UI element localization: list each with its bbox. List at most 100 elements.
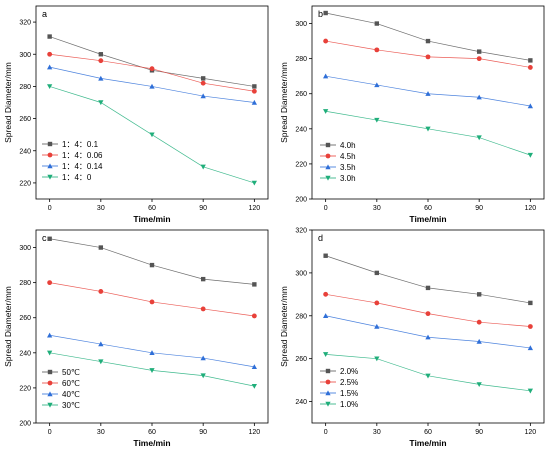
- data-point: [374, 47, 380, 53]
- data-point: [251, 88, 257, 94]
- data-point: [251, 313, 257, 319]
- series-line: [325, 315, 531, 349]
- data-point: [374, 323, 380, 329]
- y-tick-label: 260: [295, 356, 307, 363]
- data-point: [476, 338, 482, 344]
- x-tick-label: 30: [373, 429, 381, 436]
- x-tick-label: 30: [97, 429, 105, 436]
- data-point: [374, 82, 380, 88]
- chart-panel-a: a 0 30 60 90 120 220 240 260 280 300 320 Time/min Spr…: [3, 5, 269, 224]
- data-point: [528, 300, 533, 306]
- data-point: [476, 56, 482, 62]
- x-axis-label: Time/min: [133, 214, 170, 224]
- series-line: [325, 110, 531, 156]
- y-tick-label: 280: [19, 84, 31, 91]
- data-point: [47, 280, 53, 286]
- series-line: [325, 40, 531, 68]
- series-line: [49, 36, 255, 87]
- series-line: [325, 293, 531, 327]
- data-point: [252, 84, 257, 89]
- x-tick-label: 90: [199, 429, 207, 436]
- y-axis-label: Spread Diameter/mm: [279, 286, 289, 367]
- legend-label: 50℃: [62, 368, 80, 377]
- data-point: [476, 382, 482, 388]
- legend-marker: [325, 153, 331, 159]
- data-point: [252, 282, 257, 287]
- series-0: [323, 253, 533, 306]
- legend-label: 3.0h: [340, 174, 356, 183]
- legend-label: 4.0h: [340, 141, 356, 150]
- data-point: [425, 54, 431, 60]
- legend-marker: [47, 174, 53, 180]
- data-point: [98, 52, 104, 57]
- x-tick-label: 120: [525, 205, 537, 212]
- data-point: [200, 80, 206, 86]
- data-point: [425, 311, 431, 317]
- legend-label: 4.5h: [340, 152, 356, 161]
- data-point: [425, 38, 431, 44]
- legend-marker: [47, 152, 53, 158]
- legend-label: 1：4：0.06: [62, 151, 103, 160]
- x-tick-label: 30: [97, 205, 105, 212]
- data-point: [374, 270, 380, 276]
- y-tick-label: 240: [295, 399, 307, 406]
- y-tick-label: 300: [19, 52, 31, 59]
- data-point: [323, 10, 328, 16]
- legend: 1：4：0.1 1：4：0.06 1：4：0.14 1：4：0: [42, 140, 103, 182]
- legend-marker: [325, 379, 331, 385]
- panel-label: c: [42, 233, 47, 243]
- data-point: [323, 313, 329, 318]
- data-point: [200, 93, 206, 99]
- x-tick-label: 120: [525, 429, 537, 436]
- data-point: [323, 352, 329, 358]
- panel-label: d: [318, 233, 323, 243]
- series-1: [47, 280, 257, 319]
- chart-panel-b: b 0 30 60 90 120 200 220 240 260 280 300 Time/min Spr…: [279, 5, 545, 224]
- data-point: [527, 152, 533, 158]
- x-tick-label: 60: [148, 429, 156, 436]
- series-line: [325, 12, 531, 61]
- data-point: [200, 76, 206, 81]
- data-point: [149, 132, 155, 138]
- data-point: [527, 324, 533, 329]
- data-point: [98, 359, 104, 365]
- y-tick-label: 240: [19, 148, 31, 155]
- x-tick-label: 120: [249, 429, 261, 436]
- x-tick-label: 60: [424, 429, 432, 436]
- data-point: [527, 345, 533, 351]
- legend: 4.0h 4.5h 3.5h 3.0h: [320, 141, 356, 183]
- data-point: [527, 103, 533, 109]
- x-tick-label: 0: [324, 205, 328, 212]
- x-tick-label: 120: [249, 205, 261, 212]
- x-axis-label: Time/min: [409, 214, 446, 224]
- y-tick-label: 300: [295, 270, 307, 277]
- legend-label: 2.0%: [340, 367, 358, 376]
- data-point: [47, 350, 53, 356]
- data-point: [425, 285, 431, 291]
- data-point: [200, 276, 206, 282]
- y-tick-label: 280: [295, 313, 307, 320]
- data-point: [200, 355, 206, 361]
- legend-label: 1.0%: [340, 400, 358, 409]
- y-tick-label: 280: [295, 56, 307, 63]
- data-point: [476, 319, 482, 325]
- series-1: [323, 38, 533, 70]
- data-point: [149, 83, 155, 89]
- data-point: [98, 288, 104, 294]
- data-point: [149, 66, 155, 72]
- legend-label: 2.5%: [340, 378, 358, 387]
- legend-label: 1.5%: [340, 389, 358, 398]
- legend-marker: [325, 164, 331, 170]
- legend-label: 30℃: [62, 401, 80, 410]
- data-point: [149, 262, 155, 268]
- panel-label: a: [42, 9, 47, 19]
- legend-marker: [47, 369, 53, 375]
- series-1: [323, 291, 533, 329]
- chart-panel-d: d 0 30 60 90 120 240 260 280 300 320 Time/min Spread…: [279, 228, 545, 448]
- y-tick-label: 320: [19, 20, 31, 27]
- data-point: [527, 388, 533, 394]
- data-point: [251, 99, 257, 105]
- series-0: [47, 34, 257, 89]
- data-point: [527, 64, 533, 70]
- data-point: [98, 75, 104, 81]
